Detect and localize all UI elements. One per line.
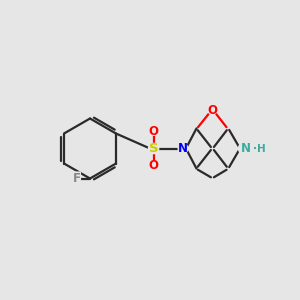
Text: N: N	[241, 142, 251, 155]
Text: N: N	[178, 142, 188, 155]
Circle shape	[149, 162, 158, 170]
Text: S: S	[149, 142, 158, 155]
Circle shape	[178, 144, 188, 153]
Text: O: O	[207, 104, 218, 117]
Text: O: O	[148, 159, 159, 172]
Circle shape	[208, 106, 217, 115]
Circle shape	[148, 143, 159, 154]
Circle shape	[238, 142, 250, 154]
Text: O: O	[148, 124, 159, 138]
Text: ·H: ·H	[253, 143, 266, 154]
Text: F: F	[73, 172, 80, 185]
Circle shape	[149, 127, 158, 135]
